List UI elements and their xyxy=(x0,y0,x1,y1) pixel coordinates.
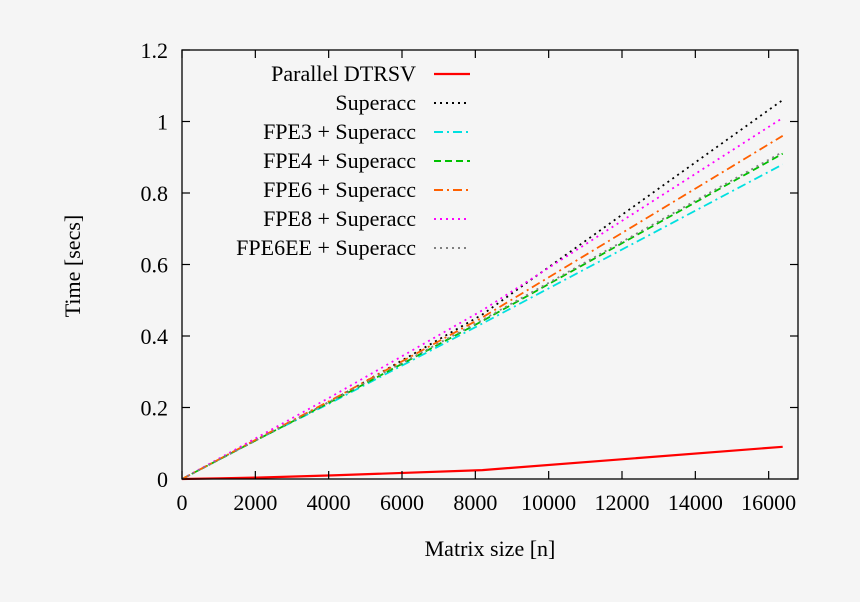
x-tick-label: 8000 xyxy=(453,490,497,515)
series-line-5 xyxy=(181,117,784,480)
x-tick-label: 0 xyxy=(177,490,188,515)
legend-label: FPE3 + Superacc xyxy=(263,119,416,144)
y-tick-label: 0 xyxy=(157,467,168,492)
legend-label: FPE6 + Superacc xyxy=(263,177,416,202)
y-tick-label: 1 xyxy=(157,110,168,135)
legend-label: Parallel DTRSV xyxy=(271,61,416,86)
legend-label: Superacc xyxy=(335,90,416,115)
x-tick-label: 14000 xyxy=(668,490,723,515)
y-tick-label: 0.2 xyxy=(141,396,169,421)
axes-layer: 0 2000 4000 6000 8000 10000 12000 14000 16000 0 0.… xyxy=(141,38,799,515)
x-tick-label: 12000 xyxy=(595,490,650,515)
y-tick-label: 0.4 xyxy=(141,324,169,349)
series-line-2 xyxy=(181,163,784,480)
y-axis-title: Time [secs] xyxy=(60,215,85,317)
legend: Parallel DTRSV Superacc FPE3 + Superacc FPE… xyxy=(236,61,470,260)
x-axis-title: Matrix size [n] xyxy=(425,536,556,561)
x-tick-label: 16000 xyxy=(741,490,796,515)
x-tick-label: 4000 xyxy=(307,490,351,515)
y-tick-label: 0.8 xyxy=(141,181,169,206)
x-tick-label: 10000 xyxy=(521,490,576,515)
legend-label: FPE6EE + Superacc xyxy=(236,235,416,260)
y-tick-label: 0.6 xyxy=(141,253,169,278)
y-tick-label: 1.2 xyxy=(141,38,169,63)
legend-label: FPE4 + Superacc xyxy=(263,148,416,173)
series-layer xyxy=(181,99,784,481)
series-line-6 xyxy=(181,151,784,480)
legend-label: FPE8 + Superacc xyxy=(263,206,416,231)
x-tick-label: 6000 xyxy=(380,490,424,515)
x-tick-label: 2000 xyxy=(233,490,277,515)
